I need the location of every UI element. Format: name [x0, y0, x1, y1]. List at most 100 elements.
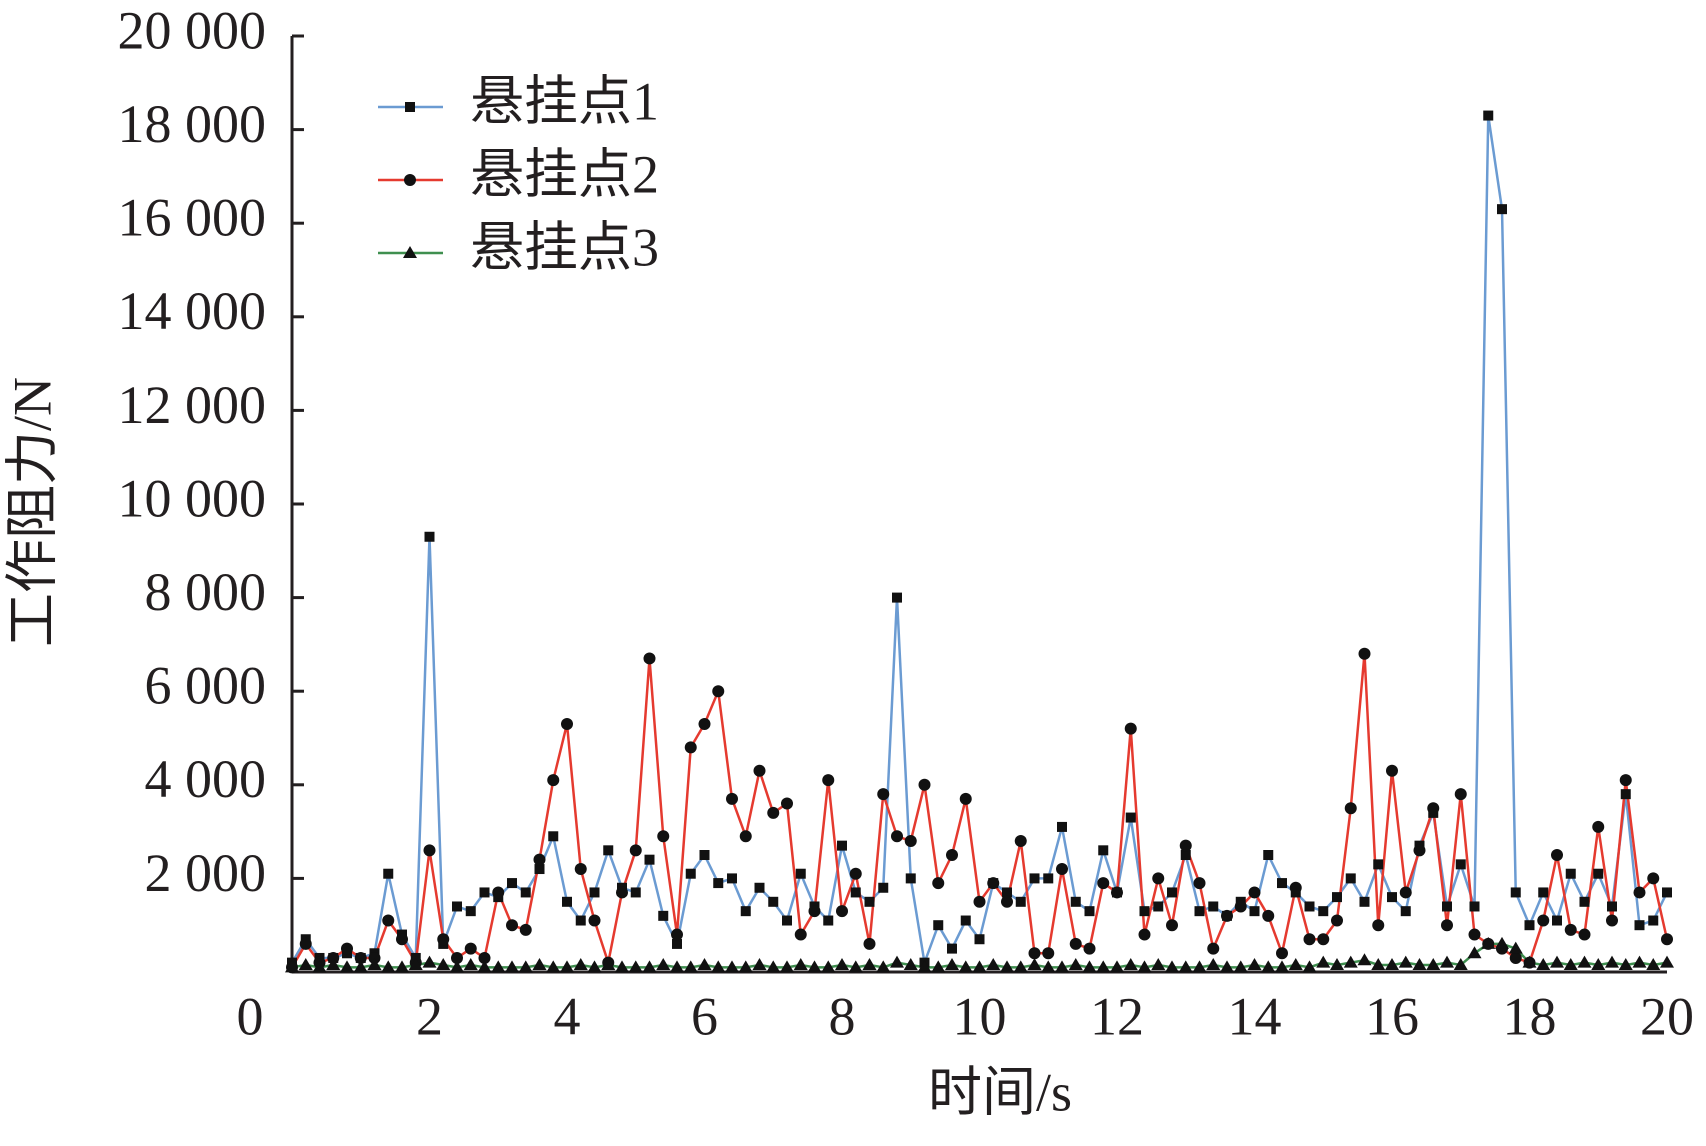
- marker: [423, 844, 436, 857]
- marker: [1179, 839, 1192, 852]
- marker: [1317, 933, 1330, 946]
- marker: [1607, 901, 1617, 912]
- x-tick-label: 16: [1365, 986, 1419, 1046]
- y-tick-label: 16 000: [118, 188, 267, 248]
- marker: [1263, 850, 1274, 860]
- marker: [713, 878, 724, 889]
- marker: [1070, 896, 1081, 907]
- marker: [1386, 764, 1398, 777]
- marker: [1564, 923, 1577, 936]
- marker: [1483, 110, 1494, 121]
- marker: [1467, 946, 1482, 959]
- marker: [1469, 901, 1480, 912]
- marker: [1398, 955, 1413, 968]
- x-tick-label: 18: [1503, 986, 1557, 1046]
- marker: [628, 960, 643, 973]
- marker: [1043, 873, 1054, 884]
- legend-label: 悬挂点2: [470, 144, 659, 204]
- marker: [1508, 941, 1523, 954]
- marker: [1002, 887, 1012, 898]
- marker: [877, 788, 890, 801]
- marker: [1605, 955, 1619, 968]
- marker: [1276, 947, 1288, 960]
- marker: [1000, 960, 1014, 973]
- marker: [1042, 947, 1055, 960]
- marker: [436, 957, 451, 970]
- marker: [1014, 834, 1027, 847]
- marker: [1318, 906, 1329, 917]
- marker: [573, 957, 588, 970]
- marker: [807, 960, 822, 973]
- marker: [1015, 896, 1026, 907]
- marker: [863, 937, 876, 950]
- marker: [437, 933, 450, 946]
- marker: [629, 844, 642, 857]
- marker: [727, 873, 737, 884]
- marker: [1123, 957, 1138, 970]
- marker: [534, 864, 545, 875]
- marker: [1029, 873, 1040, 884]
- marker: [505, 960, 519, 973]
- marker: [1578, 928, 1591, 941]
- marker: [1606, 914, 1618, 927]
- marker: [1592, 820, 1605, 833]
- marker: [1208, 901, 1219, 912]
- marker: [1110, 960, 1124, 973]
- marker: [1332, 892, 1342, 903]
- marker: [1510, 887, 1521, 898]
- marker: [766, 960, 781, 973]
- marker: [974, 934, 985, 945]
- marker: [850, 887, 861, 898]
- x-tick-label: 6: [691, 986, 718, 1046]
- marker: [945, 957, 959, 970]
- marker: [1633, 886, 1646, 899]
- marker: [1277, 878, 1287, 889]
- marker: [1522, 955, 1537, 968]
- marker: [1495, 936, 1509, 949]
- marker: [601, 957, 616, 970]
- marker: [367, 957, 382, 970]
- marker: [987, 877, 1000, 890]
- marker: [1192, 960, 1207, 973]
- marker: [1331, 914, 1343, 927]
- marker: [1262, 909, 1275, 922]
- marker: [533, 853, 546, 866]
- marker: [1082, 960, 1097, 973]
- marker: [382, 914, 395, 927]
- marker: [958, 960, 973, 973]
- marker: [672, 938, 682, 949]
- marker: [1137, 960, 1152, 973]
- marker: [821, 960, 836, 973]
- marker: [1207, 942, 1220, 955]
- marker: [835, 957, 849, 970]
- marker: [931, 960, 946, 973]
- marker: [615, 960, 629, 973]
- marker: [1152, 872, 1165, 885]
- marker: [986, 957, 1001, 970]
- marker: [1632, 955, 1647, 968]
- marker: [1275, 960, 1289, 973]
- marker: [1153, 901, 1164, 912]
- marker: [616, 886, 628, 899]
- marker: [1180, 850, 1191, 860]
- marker: [1193, 877, 1206, 890]
- marker: [1166, 919, 1178, 932]
- marker: [285, 960, 299, 973]
- marker: [1111, 886, 1123, 899]
- marker: [1357, 953, 1372, 966]
- marker: [1648, 915, 1659, 926]
- marker: [933, 920, 944, 931]
- marker: [383, 868, 394, 879]
- marker: [1660, 955, 1674, 968]
- marker: [1098, 845, 1109, 856]
- marker: [1620, 789, 1631, 800]
- marker: [644, 854, 655, 865]
- marker: [519, 923, 532, 936]
- marker: [546, 960, 561, 973]
- marker: [520, 887, 531, 898]
- marker: [671, 928, 683, 941]
- marker: [876, 960, 891, 973]
- marker: [1537, 914, 1550, 927]
- marker: [1468, 928, 1481, 941]
- y-tick-label: 18 000: [118, 94, 267, 154]
